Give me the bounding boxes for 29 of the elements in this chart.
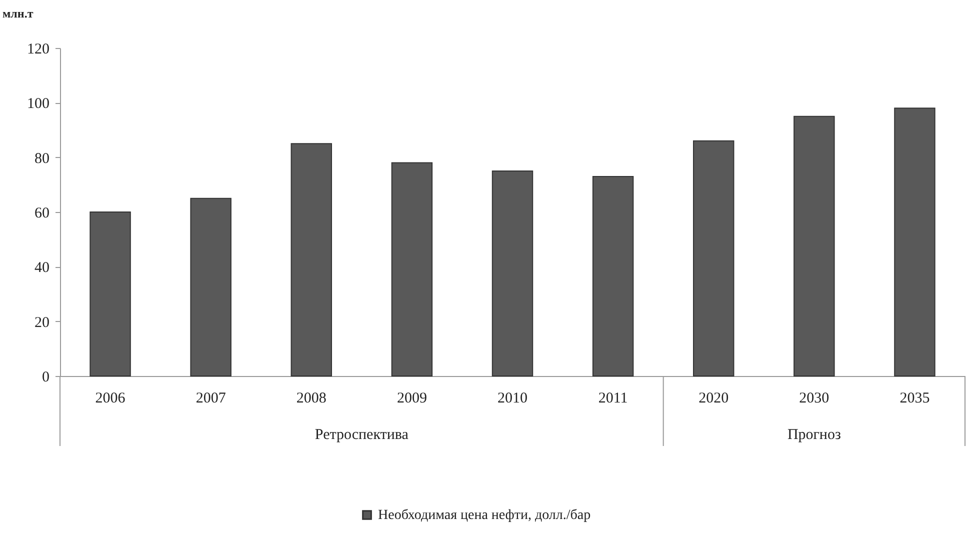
legend-label: Необходимая цена нефти, долл./бар	[378, 508, 591, 523]
bar	[894, 108, 936, 376]
y-tick-label: 60	[34, 206, 50, 222]
bar	[90, 212, 131, 376]
x-tick-label: 2008	[296, 390, 326, 406]
x-tick-label: 2006	[95, 390, 126, 406]
bar	[492, 170, 534, 376]
x-tick-label: 2035	[900, 390, 930, 406]
bar	[794, 116, 835, 376]
x-tick-label: 2020	[698, 390, 729, 406]
y-tick-label: 100	[27, 96, 50, 112]
x-tick-label: 2011	[598, 390, 628, 406]
bar	[290, 143, 332, 376]
y-tick-label: 20	[34, 314, 50, 331]
y-tick-label: 80	[34, 150, 50, 167]
x-tick-label: 2030	[799, 390, 830, 406]
bar	[391, 162, 433, 376]
y-axis-title: млн.т	[2, 6, 34, 20]
bar	[190, 198, 232, 376]
text: Прогноз	[787, 427, 841, 443]
bar	[592, 176, 634, 376]
y-tick-label: 40	[34, 260, 50, 276]
x-tick-label: 2007	[196, 390, 226, 406]
x-tick-label: 2009	[396, 390, 427, 406]
y-tick-label: 120	[27, 42, 50, 58]
x-tick-label: 2010	[498, 390, 528, 406]
y-tick-label: 0	[42, 370, 50, 386]
bar	[693, 140, 734, 376]
text: Ретроспектива	[314, 427, 409, 443]
